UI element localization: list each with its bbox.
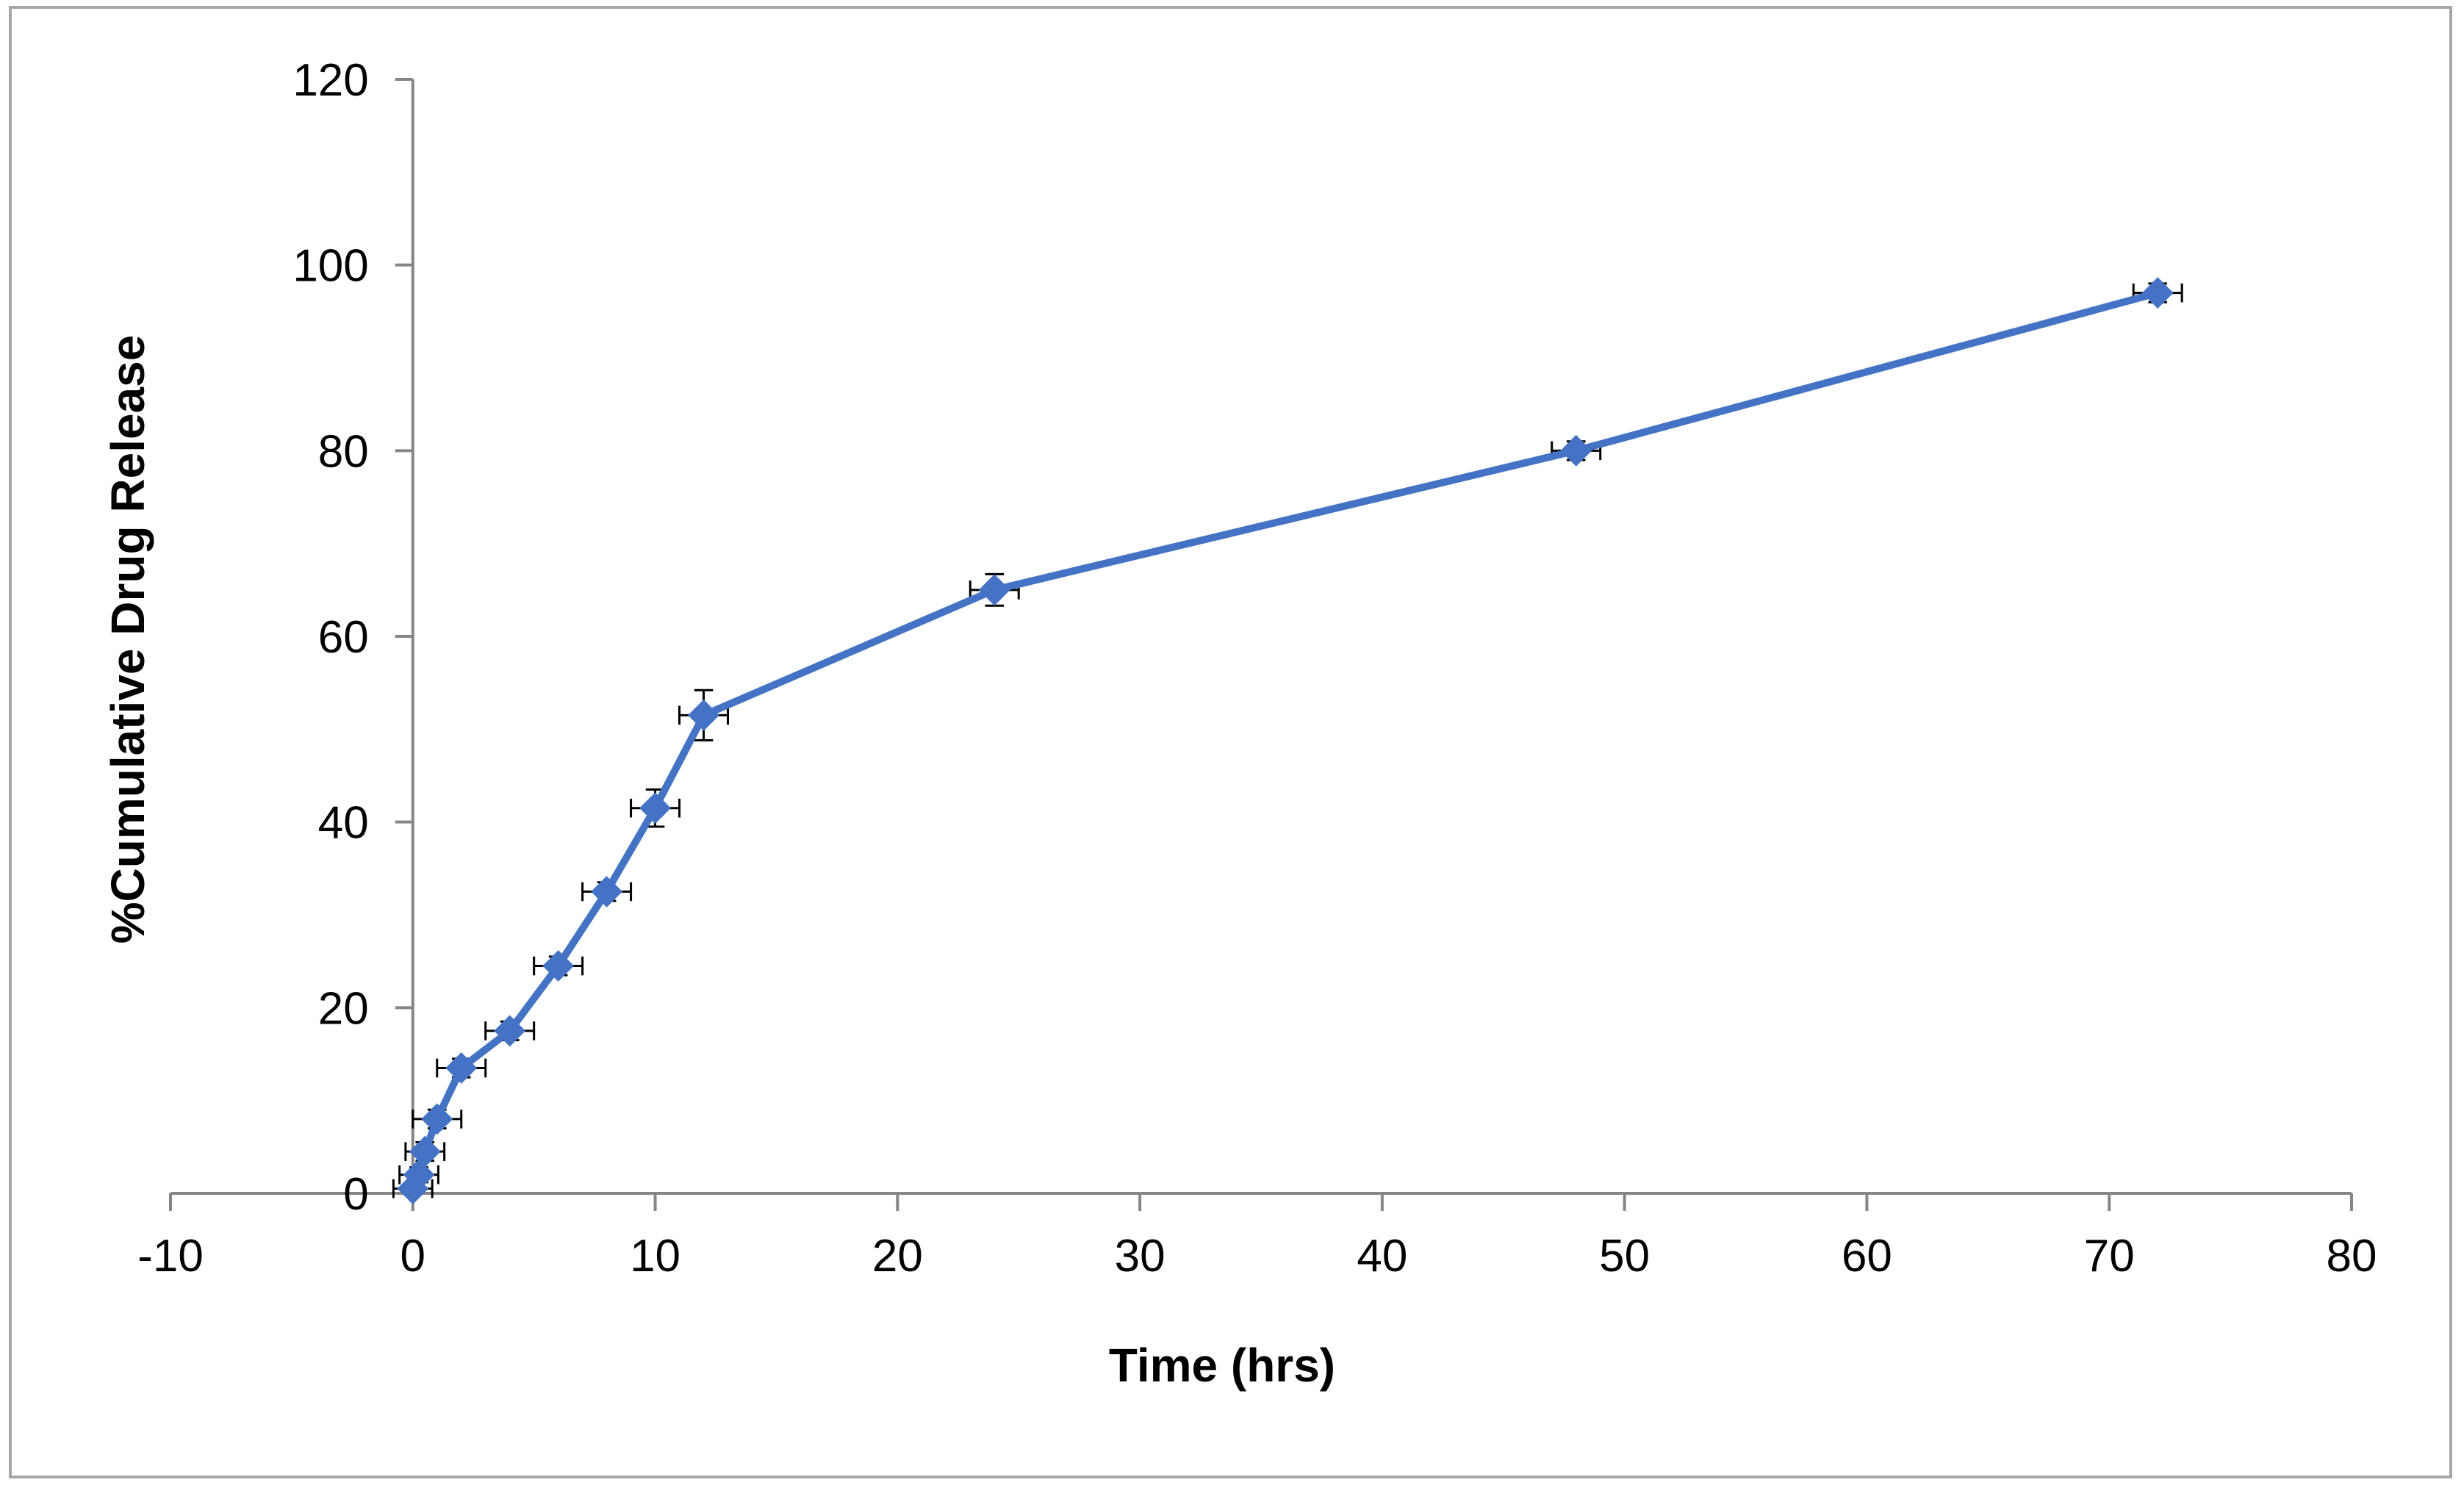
x-tick-label: 30: [1115, 1231, 1165, 1281]
y-axis-ticks: 0 20 40 60 80 100 120: [292, 55, 413, 1220]
data-point-marker: [639, 792, 671, 824]
data-point-marker: [445, 1052, 478, 1084]
chart-frame: [9, 6, 2452, 1478]
data-point-marker: [1560, 434, 1592, 467]
error-bars: [392, 282, 2183, 1198]
data-point-marker: [978, 574, 1010, 606]
y-tick-label: 100: [292, 241, 368, 292]
y-axis-title: %Cumulative Drug Release: [101, 335, 154, 944]
data-point-marker: [542, 950, 575, 982]
data-point-marker: [421, 1103, 453, 1135]
y-tick-label: 40: [318, 798, 369, 849]
x-tick-label: 0: [401, 1231, 425, 1281]
data-point-marker: [591, 876, 623, 907]
x-tick-label: -10: [137, 1231, 204, 1281]
data-point-marker: [688, 699, 719, 731]
y-tick-label: 60: [318, 612, 369, 663]
x-axis-title: Time (hrs): [1109, 1339, 1335, 1392]
series-layer: [397, 277, 2174, 1205]
x-tick-label: 40: [1357, 1231, 1407, 1281]
y-tick-label: 80: [318, 426, 369, 477]
y-tick-label: 0: [343, 1169, 368, 1220]
x-tick-label: 20: [872, 1231, 923, 1281]
y-tick-label: 120: [292, 55, 368, 106]
x-tick-label: 50: [1599, 1231, 1650, 1281]
x-tick-label: 80: [2327, 1231, 2377, 1281]
x-tick-label: 10: [630, 1231, 680, 1281]
axes: [170, 79, 2352, 1195]
x-tick-label: 60: [1842, 1231, 1892, 1281]
series-line: [409, 289, 2159, 1190]
data-point-marker: [403, 1159, 435, 1191]
y-tick-label: 20: [318, 983, 369, 1034]
data-point-marker: [2141, 277, 2174, 309]
x-tick-label: 70: [2084, 1231, 2135, 1281]
x-axis-ticks: -10 0 10 20 30 40 50 60 70 80: [137, 1193, 2377, 1281]
data-point-marker: [494, 1015, 526, 1047]
data-point-marker: [409, 1135, 441, 1168]
